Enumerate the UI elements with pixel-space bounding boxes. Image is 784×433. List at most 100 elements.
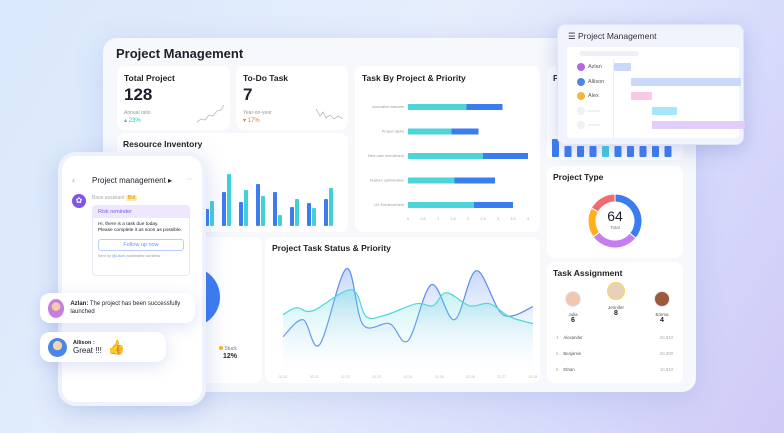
total-project-card[interactable]: Total Project 128 Annual ratio ▴ 23% (117, 66, 230, 130)
gantt-bar[interactable] (614, 63, 631, 71)
assignee[interactable]: Julia 6 (562, 291, 584, 324)
assignment-row[interactable]: 5 Benjamin 20,300 (556, 351, 673, 356)
resource-bar (210, 201, 214, 226)
change-value: 23% (128, 118, 141, 124)
placeholder (588, 109, 600, 112)
assistant-avatar-icon: ✿ (72, 194, 86, 208)
change: ▾ 17% (243, 118, 260, 124)
x-tick-label: 02.25 (435, 375, 444, 379)
row-rank: 5 (556, 351, 559, 356)
series-area (283, 289, 533, 372)
resource-bar (324, 199, 328, 226)
todo-task-card[interactable]: To-Do Task 7 Year-on-year ▾ 17% (236, 66, 348, 130)
resource-bar (261, 196, 265, 226)
bar-segment (451, 128, 479, 135)
message-line: Hi, there is a task due today. (98, 222, 159, 227)
message-line: Please complete it as soon as possible. (98, 228, 182, 233)
follow-up-button[interactable]: Follow up now (98, 239, 184, 251)
donut-slice (592, 231, 637, 249)
gantt-bar[interactable] (631, 77, 741, 86)
assignment-row[interactable]: 4 Alexander 20,810 (556, 335, 673, 340)
resource-bar (256, 184, 260, 226)
row-name: Ethan (563, 367, 575, 372)
assignee[interactable]: Jennifer 8 (605, 282, 627, 317)
task-status-chart: 02.20 02.21 02.22 02.23 02.24 02.25 02.26 02.27… (279, 268, 538, 379)
person-avatar (577, 92, 585, 100)
assignment-row[interactable]: 6 Ethan 10,810 (556, 367, 673, 372)
category-label: Project alpha (382, 130, 405, 134)
assignee-name: Jennifer (607, 305, 624, 310)
sub-label: Year-on-year (243, 110, 272, 116)
gantt-person: Alex (577, 92, 599, 100)
partial-bar-chart (552, 139, 672, 157)
x-tick-label: 02.28 (529, 375, 538, 379)
change-value: 17% (247, 118, 260, 124)
avatar-azlan (48, 298, 65, 318)
resource-bar (278, 215, 282, 226)
back-icon[interactable]: ‹ (72, 175, 75, 185)
row-rank: 6 (556, 367, 559, 372)
bar-segment (454, 177, 495, 184)
risk-message: Hi, there is a task due today. Please com… (93, 218, 189, 234)
resource-bar (295, 199, 299, 226)
phone-title[interactable]: Project management ▸ (92, 176, 173, 185)
x-tick-label: 0 (407, 217, 409, 221)
person-name: Azlan (588, 64, 602, 70)
sent-user-link[interactable]: @Lisa's (111, 254, 126, 258)
row-name: Alexander (563, 335, 583, 340)
x-tick-label: 02.24 (404, 375, 413, 379)
card-title: Task By Project & Priority (362, 73, 466, 83)
sent-suffix: automated workflow (126, 254, 161, 258)
x-tick-label: 1 (437, 217, 439, 221)
chat-author: Allison : (73, 340, 95, 346)
resource-bar (205, 209, 209, 226)
gantt-placeholder (579, 51, 639, 56)
thumbs-up-icon: 👍 (107, 338, 126, 355)
sparkline (197, 104, 225, 123)
chat-text: The project has been successfully launch… (70, 301, 181, 315)
series-line (282, 289, 534, 325)
gantt-person: Allison (577, 77, 604, 86)
sent-prefix: Sent by (98, 254, 111, 258)
gantt-bar[interactable] (652, 106, 677, 115)
partial-bar (614, 146, 622, 157)
x-tick-label: 02.20 (279, 375, 288, 379)
resource-bar (307, 203, 311, 226)
row-rank: 4 (556, 335, 559, 340)
donut-total-label: Total (610, 225, 620, 230)
gantt-bar[interactable] (652, 121, 745, 129)
bar-segment (474, 202, 513, 208)
assistant-name: Base assistant (92, 195, 125, 201)
phone-mockup: ‹ Project management ▸ ··· ✿ Base assist… (58, 152, 206, 406)
partial-bar (627, 146, 634, 157)
page-title: Project Management (116, 46, 244, 61)
risk-reminder-card: Risk reminder Hi, there is a task due to… (92, 205, 190, 276)
card-title: Project Task Status & Priority (272, 243, 391, 253)
resource-bar (290, 207, 294, 226)
gantt-header: ☰ Project Management (568, 31, 656, 42)
task-assignment-card: Task Assignment Julia 6 Jennifer 8 Emma … (547, 262, 683, 383)
gantt-icon: ☰ (568, 31, 576, 41)
status-card: Stuck 12% (200, 237, 262, 383)
project-type-card: Project Type 64 Total (547, 166, 683, 258)
chat-bubble-allison: Allison : Great !!! 👍 (40, 332, 166, 362)
x-tick-label: 2 (467, 217, 469, 221)
person-avatar (577, 121, 585, 129)
card-title: P (553, 73, 559, 83)
resource-bar (312, 208, 316, 226)
risk-title: Risk reminder (93, 206, 189, 218)
gantt-person (577, 121, 600, 129)
category-label: Feature optimization (370, 179, 404, 183)
assignee[interactable]: Emma 4 (651, 291, 673, 324)
chat-text: Great !!! (73, 346, 102, 355)
row-value: 10,810 (659, 367, 673, 372)
gantt-window[interactable]: ☰ Project Management Azlan Allison Alex (557, 24, 745, 145)
bar-segment (408, 104, 467, 110)
phone-title-text: Project management (92, 176, 166, 185)
more-icon[interactable]: ··· (186, 176, 193, 183)
gantt-person (577, 106, 600, 115)
resource-bar (239, 202, 243, 226)
gantt-bar[interactable] (631, 92, 652, 100)
category-label: UX Enhancement (374, 203, 405, 207)
card-title: Project Type (553, 172, 604, 182)
